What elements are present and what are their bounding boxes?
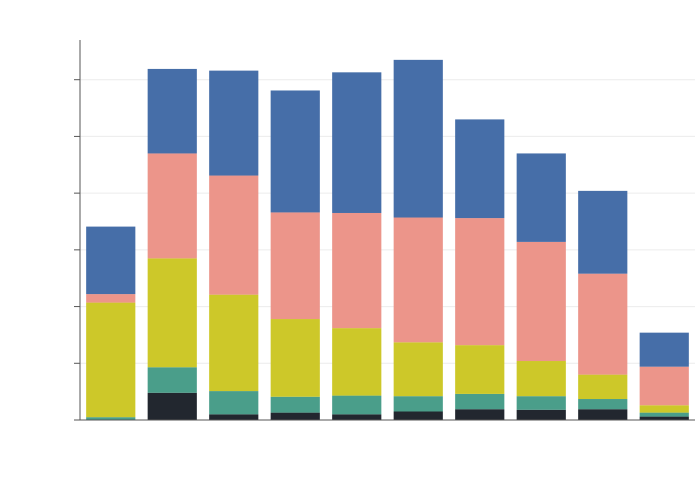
bar-segment-2-cat-8	[516, 396, 566, 410]
bars	[86, 59, 689, 420]
axes	[74, 40, 695, 421]
bar-segment-1-cat-4	[270, 412, 320, 420]
bar-segment-5-cat-3	[209, 70, 259, 176]
bar-segment-2-cat-9	[578, 399, 628, 410]
bar-segment-3-cat-4	[270, 319, 320, 397]
bar-segment-5-cat-6	[393, 59, 443, 218]
bar-segment-3-cat-10	[639, 405, 689, 413]
bar-segment-1-cat-10	[639, 416, 689, 420]
bar-segment-2-cat-10	[639, 412, 689, 417]
bar-segment-1-cat-9	[578, 409, 628, 420]
bar-segment-2-cat-5	[332, 395, 382, 415]
bar-segment-2-cat-6	[393, 396, 443, 412]
bar-segment-4-cat-2	[147, 153, 197, 259]
bar-segment-3-cat-7	[455, 345, 505, 394]
bar-segment-1-cat-5	[332, 414, 382, 420]
bar-segment-2-cat-2	[147, 367, 197, 393]
bar-segment-1-cat-2	[147, 392, 197, 420]
bar-segment-1-cat-6	[393, 411, 443, 420]
bar-segment-1-cat-7	[455, 409, 505, 420]
bar-segment-2-cat-7	[455, 393, 505, 410]
bar-segment-1-cat-3	[209, 414, 259, 420]
bar-segment-5-cat-10	[639, 332, 689, 367]
bar-segment-2-cat-1	[86, 417, 136, 420]
bar-segment-4-cat-10	[639, 366, 689, 406]
bar-segment-2-cat-4	[270, 396, 320, 413]
bar-segment-1-cat-8	[516, 409, 566, 420]
bar-segment-3-cat-5	[332, 328, 382, 396]
bar-segment-5-cat-8	[516, 153, 566, 242]
bar-segment-5-cat-7	[455, 119, 505, 219]
bar-segment-4-cat-8	[516, 241, 566, 362]
bar-segment-5-cat-2	[147, 68, 197, 154]
bar-segment-5-cat-5	[332, 72, 382, 213]
bar-segment-5-cat-9	[578, 190, 628, 274]
bar-segment-4-cat-4	[270, 212, 320, 320]
bar-segment-3-cat-8	[516, 361, 566, 397]
bar-segment-3-cat-9	[578, 374, 628, 400]
bar-segment-4-cat-9	[578, 273, 628, 375]
bar-segment-5-cat-4	[270, 90, 320, 213]
bar-segment-2-cat-3	[209, 391, 259, 415]
bar-segment-4-cat-5	[332, 212, 382, 329]
bar-segment-4-cat-7	[455, 218, 505, 346]
bar-segment-5-cat-1	[86, 226, 136, 295]
bar-segment-3-cat-6	[393, 342, 443, 397]
bar-segment-4-cat-1	[86, 294, 136, 303]
bar-segment-4-cat-3	[209, 175, 259, 295]
bar-segment-3-cat-1	[86, 302, 136, 418]
bar-segment-3-cat-2	[147, 258, 197, 368]
bar-segment-3-cat-3	[209, 294, 259, 392]
bar-segment-4-cat-6	[393, 217, 443, 343]
